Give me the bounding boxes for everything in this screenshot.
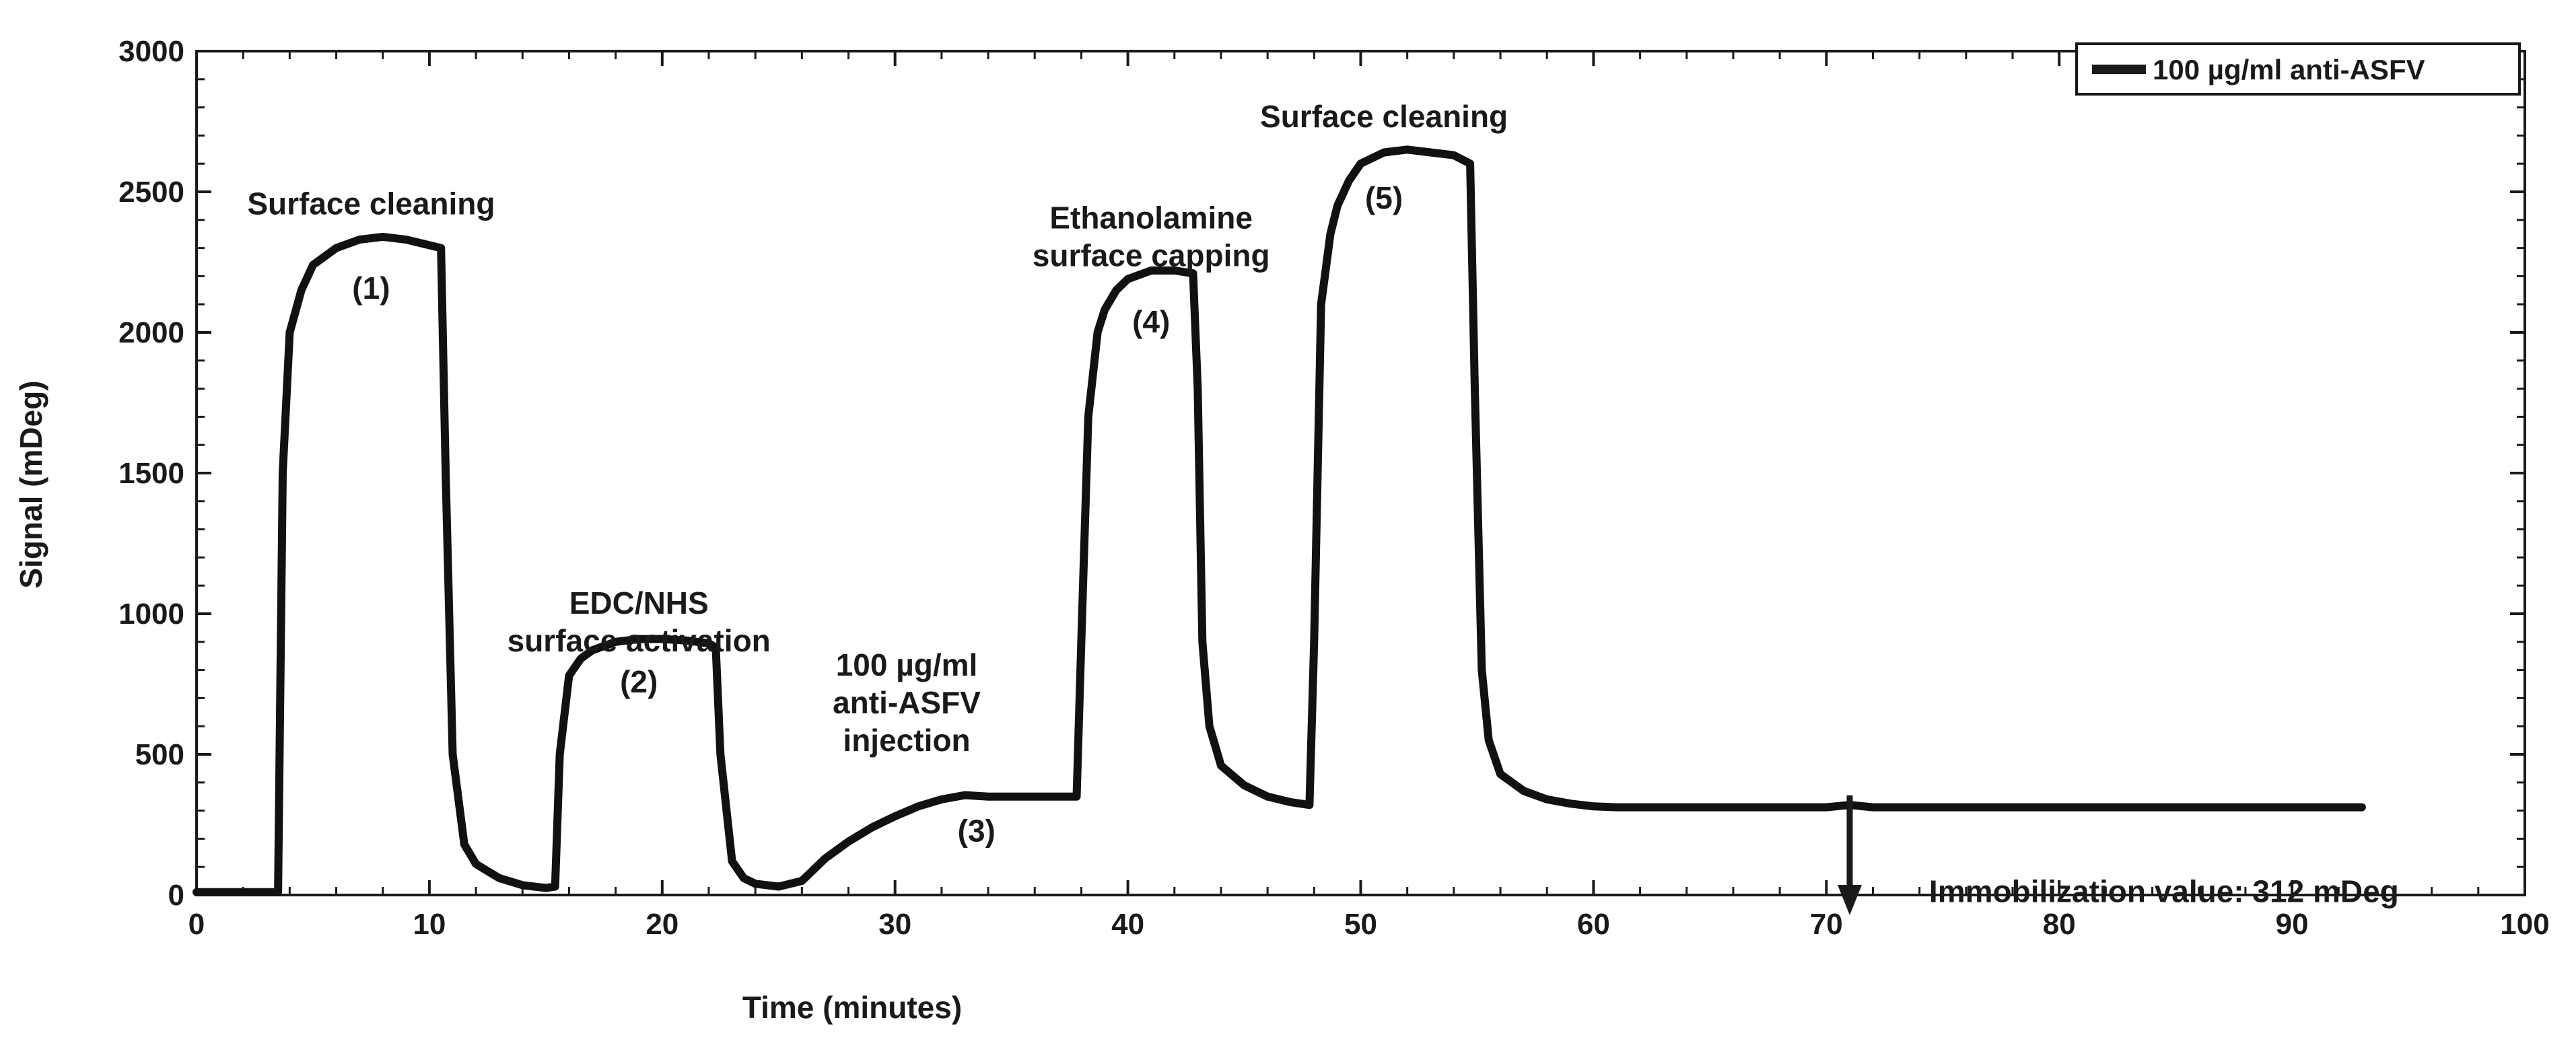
x-tick-label: 80 — [2043, 908, 2076, 941]
y-tick-label: 500 — [135, 738, 184, 771]
annotation-label: Immobilization value: 312 mDeg — [1929, 873, 2399, 908]
y-tick-label: 2000 — [118, 316, 184, 349]
x-tick-label: 20 — [646, 908, 678, 941]
x-tick-label: 10 — [413, 908, 446, 941]
x-tick-label: 90 — [2276, 908, 2309, 941]
x-tick-label: 70 — [1810, 908, 1843, 941]
x-tick-label: 40 — [1111, 908, 1144, 941]
legend: 100 µg/ml anti-ASFV — [2075, 42, 2521, 96]
immobilization-arrow-icon — [1838, 795, 1862, 915]
legend-label: 100 µg/ml anti-ASFV — [2153, 54, 2425, 85]
annotation-label: (1) — [352, 271, 390, 306]
y-tick-label: 0 — [168, 879, 184, 912]
x-axis-title: Time (minutes) — [742, 990, 962, 1025]
y-tick-label: 1500 — [118, 457, 184, 490]
y-tick-label: 3000 — [118, 35, 184, 68]
axes — [195, 50, 2526, 896]
annotation-label: Surface cleaning — [247, 186, 495, 221]
x-tick-label: 100 — [2500, 908, 2549, 941]
annotation-label: (2) — [620, 664, 658, 699]
legend-box — [2075, 42, 2521, 96]
annotation-label: EDC/NHS surface activation — [508, 585, 771, 658]
x-tick-label: 0 — [188, 908, 205, 941]
annotation-label: (3) — [958, 814, 996, 849]
ticks: 0 10 20 30 40 50 60 70 80 90 100050010001500200025… — [118, 35, 2550, 941]
annotation-label: Surface cleaning — [1260, 99, 1508, 134]
annotation-label: 100 µg/ml anti-ASFV injection — [833, 647, 981, 758]
plot-frame — [195, 50, 2526, 896]
x-tick-label: 50 — [1344, 908, 1377, 941]
y-tick-label: 1000 — [118, 598, 184, 631]
x-tick-label: 60 — [1577, 908, 1610, 941]
y-axis-title: Signal (mDeg) — [13, 380, 48, 588]
series — [193, 145, 2366, 896]
annotation-label: Ethanolamine surface capping — [1033, 200, 1270, 273]
series-line — [193, 145, 2366, 896]
x-tick-label: 30 — [878, 908, 911, 941]
annotation-label: (4) — [1132, 304, 1170, 339]
annotation-label: (5) — [1365, 180, 1403, 215]
annotations: Surface cleaning (1) EDC/NHS surface activa… — [247, 99, 2398, 909]
y-tick-label: 2500 — [118, 176, 184, 209]
